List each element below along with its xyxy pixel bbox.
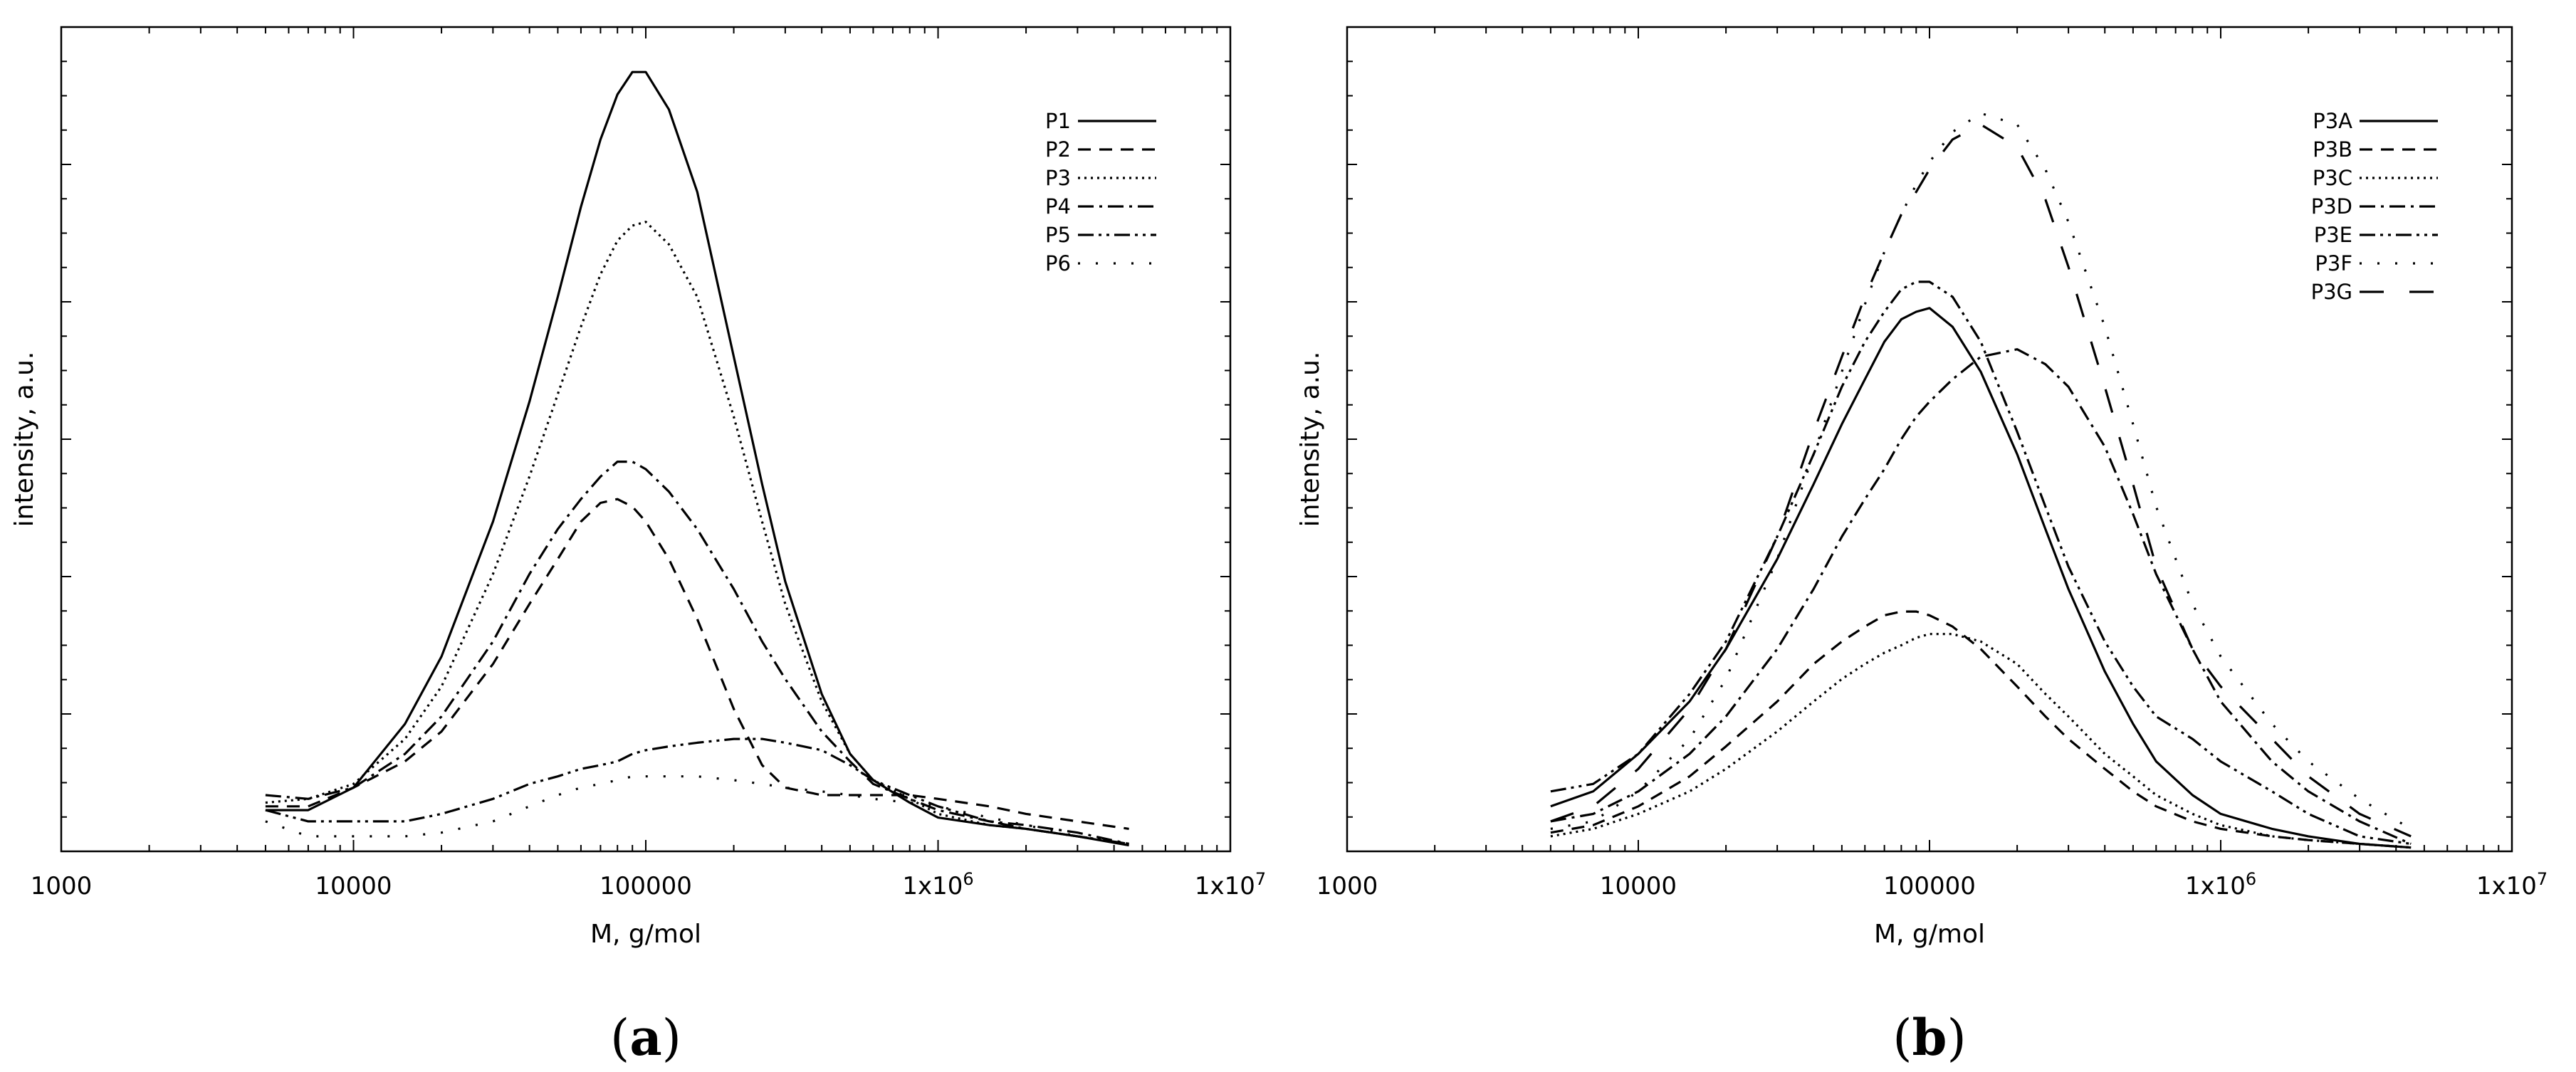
x-tick-label: 1x107 — [1195, 869, 1266, 900]
legend-label: P3 — [1045, 166, 1071, 190]
legend-label: P3C — [2313, 166, 2352, 190]
legend-label: P4 — [1045, 194, 1071, 219]
series-line-p3d — [1550, 348, 2412, 845]
x-axis-label: M, g/mol — [590, 920, 701, 949]
x-tick-label: 100000 — [1883, 872, 1976, 900]
x-tick-label: 100000 — [600, 872, 692, 900]
x-ticks — [1346, 27, 2512, 851]
x-ticks — [61, 27, 1230, 851]
chart-panel-a: 1000 10000 100000 1x106 1x107 M, g/mol intensi… — [10, 26, 1266, 1067]
panel-label: (b) — [1892, 1008, 1967, 1067]
y-axis-label: intensity, a.u. — [1296, 352, 1325, 527]
legend-label: P3G — [2311, 280, 2352, 304]
series-line-p4 — [265, 461, 1129, 846]
legend-label: P3D — [2311, 194, 2352, 219]
series-line-p3 — [265, 221, 1129, 846]
legend-label: P2 — [1045, 137, 1071, 162]
x-tick-label: 1x106 — [2185, 869, 2256, 900]
legend-label: P1 — [1045, 109, 1071, 133]
x-tick-label: 10000 — [315, 872, 392, 900]
x-tick-label: 1x107 — [2476, 869, 2548, 900]
legend-label: P6 — [1045, 251, 1071, 275]
series-line-p3a — [1550, 307, 2412, 849]
series-line-p3b — [1550, 610, 2412, 849]
legend-label: P3B — [2313, 137, 2352, 162]
x-tick-label: 1000 — [31, 872, 93, 900]
x-axis-label: M, g/mol — [1874, 920, 1985, 949]
series-line-p6 — [265, 775, 1129, 846]
legend-label: P3A — [2313, 109, 2352, 133]
panel-label: (a) — [610, 1008, 681, 1067]
legend-label: P3F — [2315, 251, 2352, 275]
series-line-p3e — [1550, 280, 2412, 846]
legend: P3A P3B P3C P3D P3E P3F P3G — [2311, 109, 2438, 304]
series-line-p3c — [1550, 633, 2412, 849]
series-line-p3g — [1550, 123, 2412, 838]
series-line-p1 — [265, 70, 1129, 847]
chart-panel-b: 1000 10000 100000 1x106 1x107 M, g/mol intensi… — [1296, 26, 2548, 1067]
series-line-p2 — [265, 498, 1129, 830]
y-axis-label: intensity, a.u. — [10, 352, 39, 527]
x-tick-label: 1x106 — [902, 869, 973, 900]
legend-label: P5 — [1045, 223, 1071, 247]
x-tick-label: 1000 — [1316, 872, 1378, 900]
x-tick-label: 10000 — [1600, 872, 1677, 900]
legend: P1 P2 P3 P4 P5 P6 — [1045, 109, 1156, 275]
legend-label: P3E — [2314, 223, 2352, 247]
series-line-p5 — [265, 737, 1129, 846]
